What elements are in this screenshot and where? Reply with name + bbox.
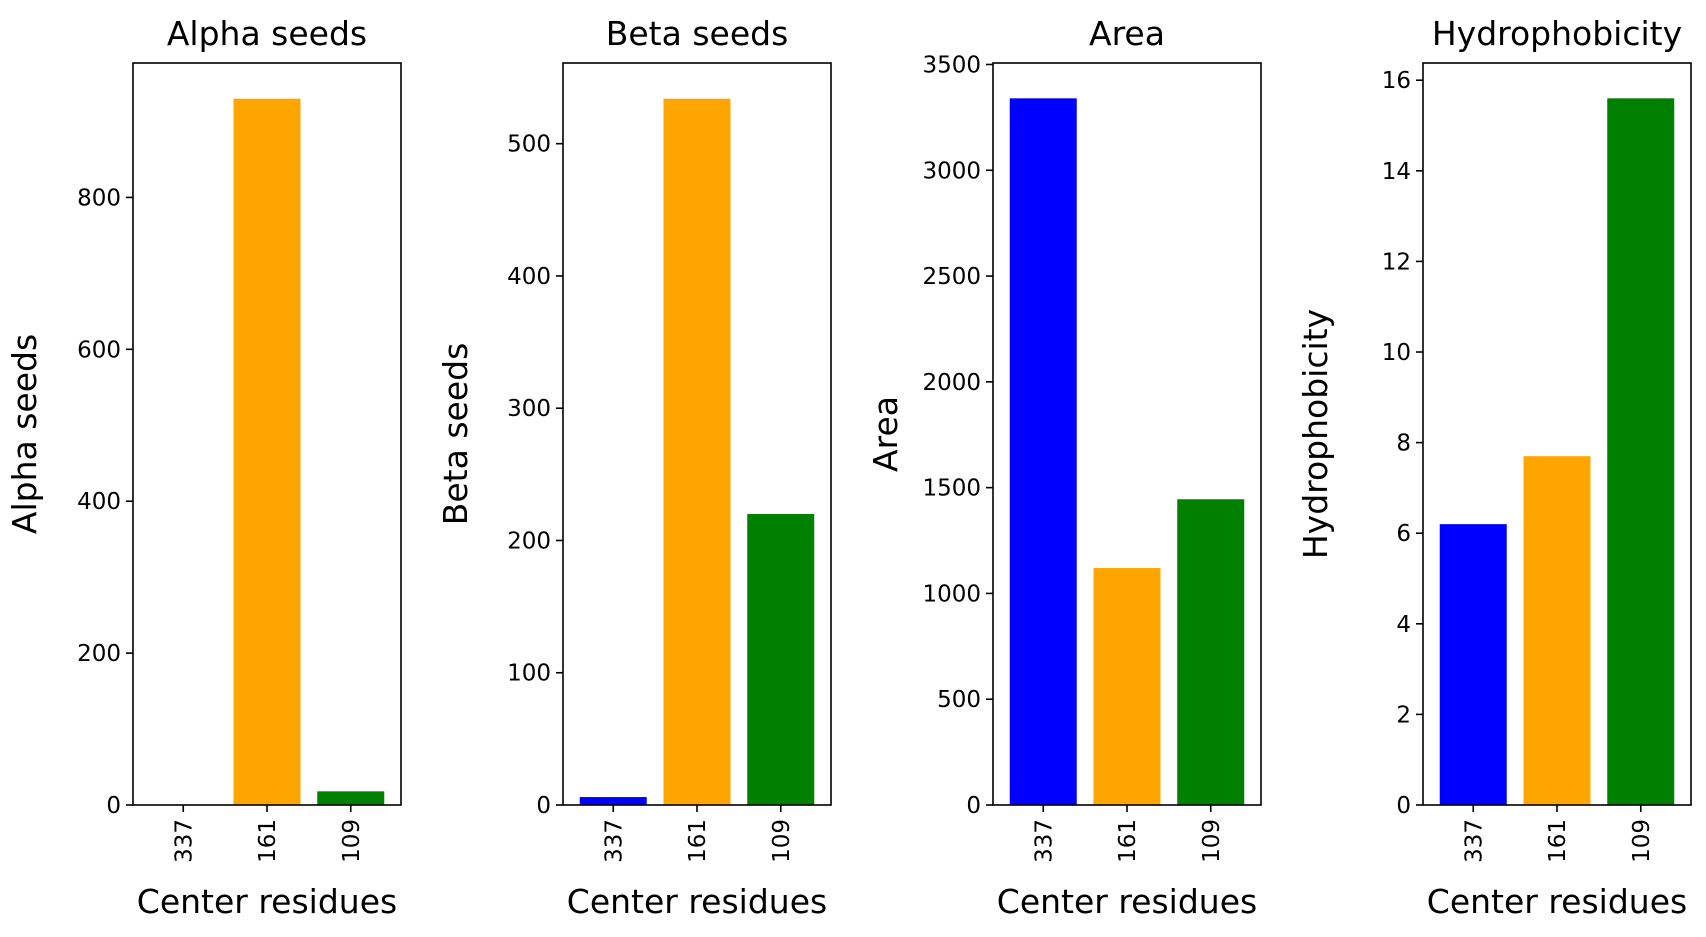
y-tick-label: 2 bbox=[1396, 702, 1411, 728]
bar-109 bbox=[317, 791, 385, 805]
x-tick-label: 161 bbox=[1545, 819, 1571, 863]
y-tick-label: 2000 bbox=[922, 370, 981, 396]
y-tick-label: 200 bbox=[507, 528, 551, 554]
subplot-title: Beta seeds bbox=[606, 14, 789, 53]
x-tick-label: 337 bbox=[601, 819, 627, 863]
subplot-title: Area bbox=[1089, 14, 1165, 53]
y-tick-label: 3500 bbox=[922, 52, 981, 78]
y-tick-label: 1000 bbox=[922, 581, 981, 607]
x-tick-label: 161 bbox=[255, 819, 281, 863]
y-tick-label: 14 bbox=[1382, 159, 1411, 185]
x-axis-label: Center residues bbox=[1427, 882, 1687, 921]
bar-337 bbox=[1439, 524, 1507, 805]
y-tick-label: 500 bbox=[507, 132, 551, 158]
subplot-title: Hydrophobicity bbox=[1432, 14, 1682, 53]
x-tick-label: 109 bbox=[1629, 819, 1655, 863]
subplot-3: 0 500 1000 1500 2000 2500 3000 3500 337 161 109 Are… bbox=[866, 14, 1262, 921]
x-tick-label: 161 bbox=[1115, 819, 1141, 863]
x-axis-label: Center residues bbox=[567, 882, 827, 921]
y-tick-label: 10 bbox=[1382, 340, 1411, 366]
y-tick-label: 3000 bbox=[922, 158, 981, 184]
y-tick-label: 0 bbox=[106, 793, 121, 819]
y-tick-label: 12 bbox=[1382, 249, 1411, 275]
y-axis-label: Beta seeds bbox=[436, 343, 475, 526]
x-tick-label: 161 bbox=[685, 819, 711, 863]
bar-161 bbox=[1523, 456, 1591, 805]
bar-161 bbox=[663, 98, 731, 805]
y-tick-label: 400 bbox=[507, 264, 551, 290]
y-tick-label: 200 bbox=[77, 641, 121, 667]
subplot-1: 0 200 400 600 800 337 161 109 Alpha seeds Center … bbox=[5, 14, 402, 921]
subplot-2: 0 100 200 300 400 500 337 161 109 Beta seeds Cente… bbox=[436, 14, 832, 921]
y-tick-label: 8 bbox=[1396, 431, 1411, 457]
x-tick-label: 109 bbox=[339, 819, 365, 863]
bar-109 bbox=[1607, 98, 1675, 805]
x-tick-label: 109 bbox=[769, 819, 795, 863]
bar-109 bbox=[747, 514, 815, 805]
bar-109 bbox=[1177, 499, 1245, 805]
y-tick-label: 16 bbox=[1382, 68, 1411, 94]
y-tick-label: 0 bbox=[966, 793, 981, 819]
x-tick-label: 337 bbox=[1031, 819, 1057, 863]
y-axis-label: Area bbox=[866, 396, 905, 472]
y-tick-label: 1500 bbox=[922, 476, 981, 502]
y-axis-label: Alpha seeds bbox=[5, 334, 44, 534]
x-tick-label: 109 bbox=[1199, 819, 1225, 863]
bar-337 bbox=[579, 797, 647, 805]
y-tick-label: 600 bbox=[77, 337, 121, 363]
y-tick-label: 4 bbox=[1396, 612, 1411, 638]
bar-161 bbox=[233, 98, 301, 805]
bar-161 bbox=[1093, 568, 1161, 805]
y-tick-label: 300 bbox=[507, 396, 551, 422]
subplot-title: Alpha seeds bbox=[167, 14, 367, 53]
y-tick-label: 100 bbox=[507, 661, 551, 687]
y-tick-label: 500 bbox=[937, 687, 981, 713]
bar-337 bbox=[1009, 98, 1077, 805]
x-tick-label: 337 bbox=[1461, 819, 1487, 863]
subplot-4: 0 2 4 6 8 10 12 14 16 337 161 109 Hydrophobicity Cent… bbox=[1296, 14, 1692, 921]
x-tick-label: 337 bbox=[171, 819, 197, 863]
x-axis-label: Center residues bbox=[997, 882, 1257, 921]
y-axis-label: Hydrophobicity bbox=[1296, 309, 1335, 559]
y-tick-label: 400 bbox=[77, 489, 121, 515]
y-tick-label: 2500 bbox=[922, 264, 981, 290]
x-axis-label: Center residues bbox=[137, 882, 397, 921]
y-tick-label: 0 bbox=[1396, 793, 1411, 819]
y-tick-label: 6 bbox=[1396, 521, 1411, 547]
y-tick-label: 0 bbox=[536, 793, 551, 819]
y-tick-label: 800 bbox=[77, 185, 121, 211]
